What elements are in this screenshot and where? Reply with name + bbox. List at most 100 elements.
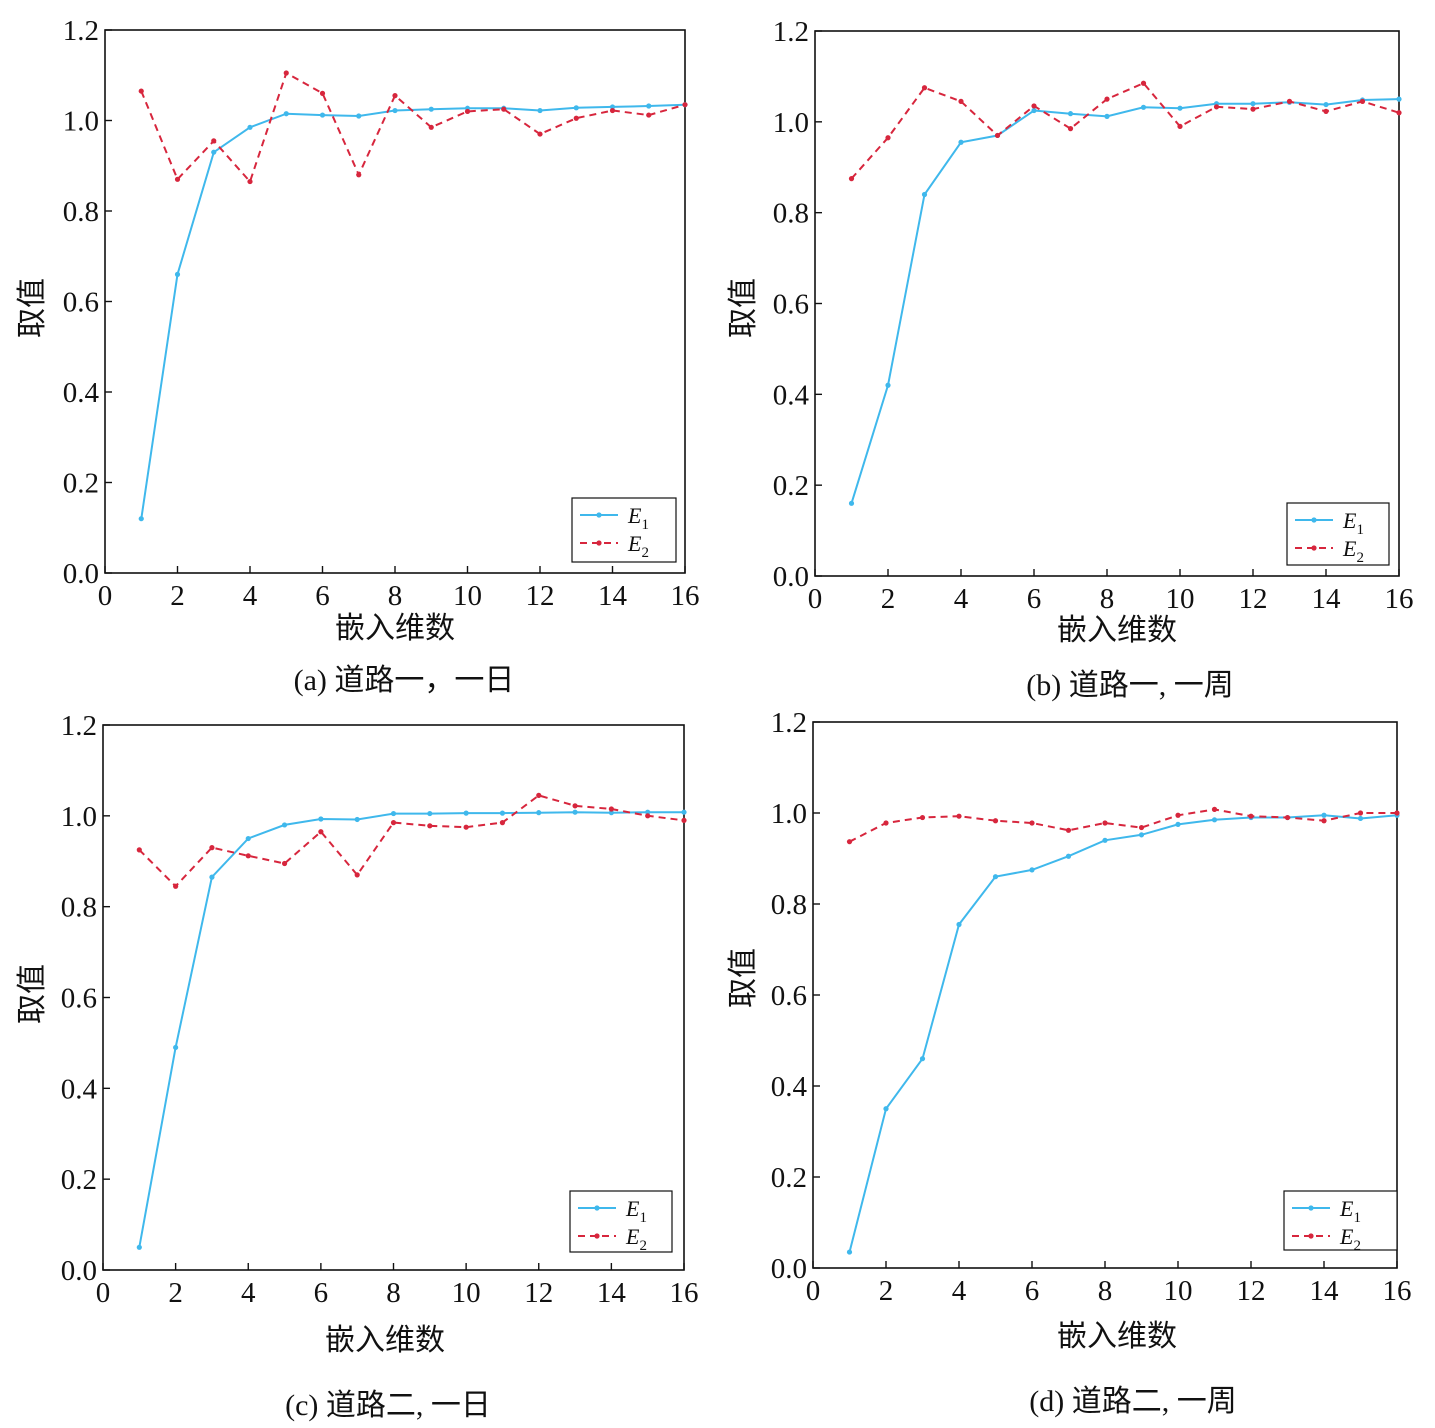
y-tick-label-d-4: 0.8	[771, 889, 807, 921]
legend-label-d-e1: E1	[1339, 1196, 1361, 1226]
data-point-b-e2-14	[1323, 108, 1329, 114]
x-tick-label-c-0: 0	[96, 1277, 111, 1309]
x-tick-label-d-1: 2	[879, 1275, 894, 1307]
series-line-a-e1	[140, 103, 686, 519]
y-axis-title-a: 取值	[15, 278, 50, 338]
data-point-b-e2-16	[1396, 110, 1402, 116]
data-point-c-e1-13	[572, 809, 578, 815]
y-tick-label-b-4: 0.8	[773, 198, 809, 230]
data-point-c-e1-10	[463, 810, 469, 816]
data-point-a-e2-4	[247, 178, 253, 185]
data-point-d-e2-16	[1394, 810, 1400, 816]
data-point-b-e2-7	[1067, 126, 1074, 132]
x-tick-label-a-3: 6	[315, 580, 330, 612]
data-point-c-e1-6	[318, 816, 324, 822]
x-tick-label-c-6: 12	[524, 1277, 553, 1309]
data-point-a-e2-16	[682, 102, 688, 108]
chart-c: 0 2 4 6 8 10 12 14 16 0.0 0.2 0.4 0.6 0.8 1.0 1.2 嵌入维数 取值…	[15, 710, 699, 1358]
chart-panel-c: 0 2 4 6 8 10 12 14 16 0.0 0.2 0.4 0.6 0.8 1.0 1.2 嵌入维数 取值…	[0, 710, 717, 1428]
x-tick-label-c-2: 4	[241, 1277, 256, 1309]
data-point-b-e2-1	[848, 176, 855, 182]
x-tick-label-b-7: 14	[1312, 583, 1342, 615]
data-point-c-e2-9	[427, 823, 433, 829]
data-point-c-e1-7	[354, 816, 360, 823]
y-tick-label-a-1: 0.2	[63, 468, 99, 500]
data-point-d-e1-1	[846, 1249, 853, 1255]
data-point-a-e1-5	[283, 111, 289, 117]
data-point-a-e2-8	[392, 93, 398, 99]
data-point-b-e2-2	[885, 135, 891, 141]
data-point-a-e1-1	[138, 516, 144, 522]
data-point-c-e1-8	[390, 810, 397, 817]
series-line-c-e2	[138, 794, 685, 888]
y-axis-title-c: 取值	[15, 964, 50, 1024]
data-point-b-e1-4	[958, 139, 964, 145]
legend-label-b-e2: E2	[1342, 536, 1364, 566]
data-point-d-e1-4	[956, 921, 962, 928]
chart-panel-b: 0 2 4 6 8 10 12 14 16 0.0 0.2 0.4 0.6 0.8 1.0 1.2 嵌入维数 取值…	[717, 0, 1435, 714]
y-tick-label-b-1: 0.2	[773, 470, 809, 502]
data-point-d-e2-9	[1138, 824, 1145, 831]
y-tick-label-b-5: 1.0	[773, 107, 809, 139]
data-point-c-e2-12	[536, 792, 542, 798]
x-axis-title-a: 嵌入维数	[335, 611, 455, 646]
data-point-d-e2-4	[956, 813, 962, 819]
data-point-c-e1-11	[499, 810, 506, 816]
data-point-c-e2-1	[136, 847, 142, 853]
x-tick-label-b-3: 6	[1027, 583, 1042, 615]
y-axis-title-d: 取值	[726, 948, 761, 1008]
legend-box-b	[1286, 502, 1390, 566]
legend-marker-d-e1	[1308, 1205, 1314, 1211]
series-line-b-e1	[850, 98, 1400, 504]
data-point-a-e1-7	[356, 113, 362, 119]
data-point-c-e2-5	[281, 860, 288, 867]
y-axis-title-b: 取值	[726, 278, 761, 338]
data-point-a-e2-11	[501, 106, 507, 112]
data-point-a-e1-2	[174, 271, 181, 277]
data-point-c-e2-8	[390, 820, 397, 826]
data-point-b-e1-2	[885, 382, 891, 388]
data-point-c-e1-2	[173, 1044, 179, 1051]
data-point-c-e2-16	[681, 817, 687, 823]
x-tick-label-a-2: 4	[243, 580, 258, 612]
data-point-d-e1-11	[1211, 817, 1218, 823]
data-point-c-e2-4	[245, 853, 251, 859]
data-point-d-e1-10	[1175, 821, 1181, 827]
x-tick-label-d-3: 6	[1025, 1275, 1040, 1307]
data-point-d-e1-9	[1138, 832, 1145, 838]
data-point-b-e2-8	[1104, 96, 1110, 102]
data-point-b-e2-11	[1213, 104, 1220, 110]
data-point-a-e2-7	[356, 172, 362, 178]
legend-marker-b-e1	[1311, 517, 1317, 523]
data-point-d-e2-6	[1029, 820, 1035, 826]
x-tick-label-b-1: 2	[881, 583, 896, 615]
data-point-b-e2-6	[1031, 103, 1037, 109]
data-point-d-e2-2	[883, 820, 889, 826]
chart-d: 0 2 4 6 8 10 12 14 16 0.0 0.2 0.4 0.6 0.8 1.0 1.2 嵌入维数 取值…	[726, 707, 1412, 1354]
data-point-a-e1-6	[319, 112, 326, 118]
x-tick-label-c-1: 2	[168, 1277, 183, 1309]
series-line-b-e2	[850, 81, 1400, 180]
data-point-b-e1-12	[1250, 101, 1256, 107]
x-tick-label-b-6: 12	[1239, 583, 1268, 615]
x-tick-label-a-8: 16	[671, 580, 700, 612]
x-tick-label-a-1: 2	[170, 580, 185, 612]
data-point-d-e2-10	[1175, 812, 1181, 818]
data-point-a-e1-9	[428, 106, 434, 112]
chart-panel-a: 0 2 4 6 8 10 12 14 16 0.0 0.2 0.4 0.6 0.8 1.0 1.2 嵌入维数 取值…	[0, 0, 717, 714]
x-tick-label-a-4: 8	[388, 580, 403, 612]
data-point-d-e2-1	[846, 839, 853, 845]
legend-label-a-e2: E2	[627, 531, 649, 561]
x-tick-label-b-5: 10	[1166, 583, 1195, 615]
data-point-c-e1-3	[209, 874, 215, 880]
data-point-b-e1-16	[1396, 96, 1402, 102]
data-point-a-e1-4	[247, 124, 253, 130]
x-tick-label-d-5: 10	[1164, 1275, 1193, 1307]
series-line-c-e1	[138, 811, 684, 1248]
legend-marker-d-e2	[1308, 1233, 1314, 1239]
x-axis-title-c: 嵌入维数	[325, 1323, 445, 1358]
x-tick-label-d-6: 12	[1237, 1275, 1266, 1307]
legend-label-a-e1: E1	[627, 503, 649, 533]
data-point-b-e1-6	[1031, 107, 1037, 114]
data-point-d-e2-5	[992, 818, 999, 824]
